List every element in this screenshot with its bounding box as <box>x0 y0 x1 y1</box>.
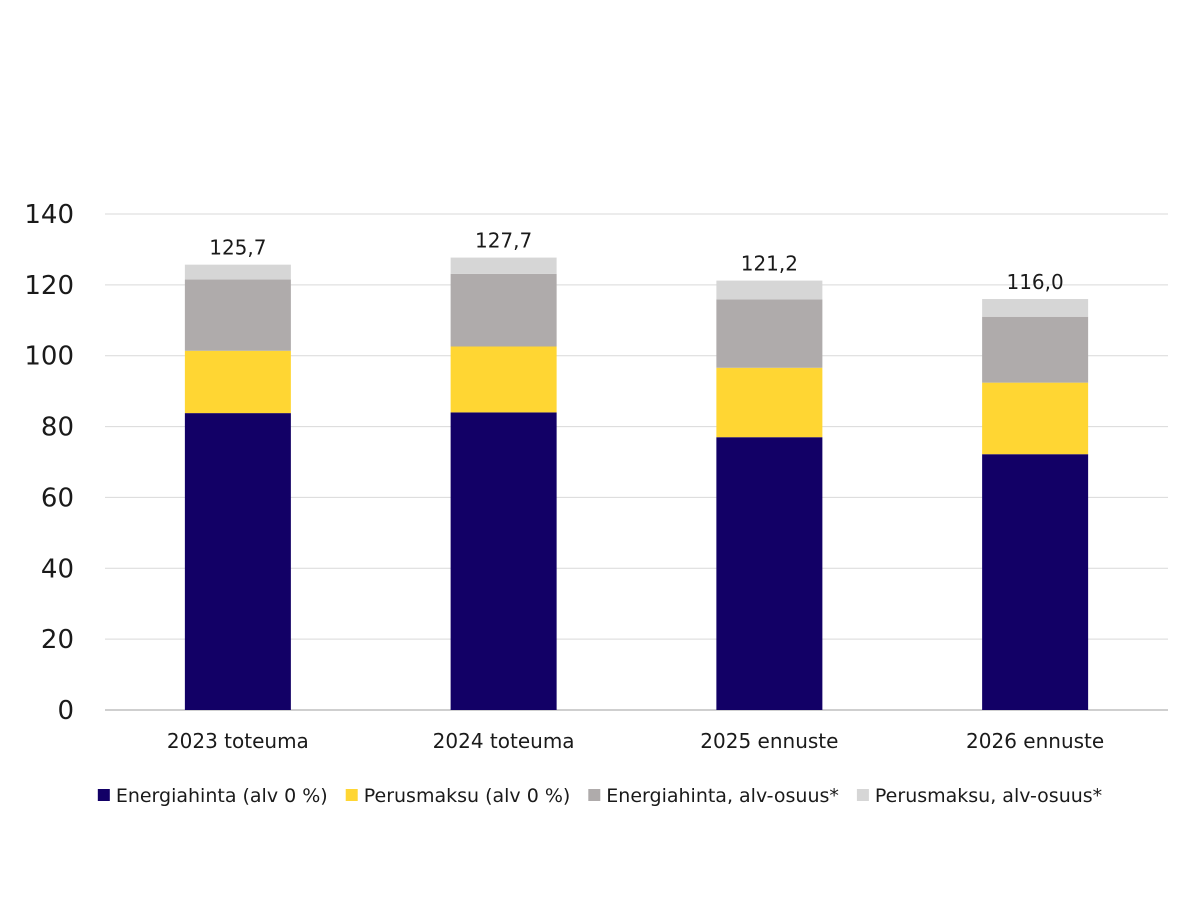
legend: Energiahinta (alv 0 %) Perusmaksu (alv 0 … <box>97 785 1102 807</box>
y-tick-label: 20 <box>41 625 74 655</box>
bar-segment <box>184 279 291 351</box>
bar-segment <box>450 273 557 347</box>
legend-marker <box>97 789 110 801</box>
bar-segment <box>716 299 823 368</box>
legend-marker <box>345 789 358 801</box>
x-tick-label: 2023 toteuma <box>167 729 309 753</box>
legend-label: Energiahinta (alv 0 %) <box>116 785 328 807</box>
bar-segment <box>716 437 823 710</box>
axes: 0 20 40 60 80 100 120 140 2023 toteuma 2024 toteu… <box>24 200 1104 753</box>
bar-segment <box>982 382 1089 455</box>
bar-segment <box>450 257 557 274</box>
legend-item: Perusmaksu, alv-osuus* <box>856 785 1102 807</box>
bars <box>184 257 1089 710</box>
data-labels: 125,7 127,7 121,2 116,0 <box>209 229 1064 294</box>
bar-segment <box>716 280 823 300</box>
x-tick-label: 2024 toteuma <box>433 729 575 753</box>
x-tick-label: 2026 ennuste <box>966 729 1104 753</box>
legend-label: Perusmaksu (alv 0 %) <box>364 785 571 807</box>
bar-segment <box>982 316 1089 383</box>
y-tick-label: 100 <box>24 342 74 372</box>
bar-segment <box>450 346 557 413</box>
total-data-label: 121,2 <box>741 252 798 276</box>
bar-segment <box>184 413 291 710</box>
total-data-label: 125,7 <box>209 236 266 260</box>
y-tick-label: 60 <box>41 483 74 513</box>
legend-marker <box>588 789 601 801</box>
legend-item: Perusmaksu (alv 0 %) <box>345 785 571 807</box>
bar-segment <box>184 350 291 414</box>
bar-segment <box>450 412 557 710</box>
bar-segment <box>184 264 291 280</box>
legend-label: Perusmaksu, alv-osuus* <box>875 785 1102 807</box>
bar-segment <box>982 454 1089 710</box>
legend-marker <box>856 789 869 801</box>
total-data-label: 116,0 <box>1006 270 1063 294</box>
y-tick-label: 40 <box>41 554 74 584</box>
y-tick-label: 120 <box>24 271 74 301</box>
y-tick-label: 140 <box>24 200 74 230</box>
legend-item: Energiahinta (alv 0 %) <box>97 785 328 807</box>
bar-segment <box>716 367 823 438</box>
x-tick-label: 2025 ennuste <box>700 729 838 753</box>
bar-segment <box>982 299 1089 317</box>
legend-label: Energiahinta, alv-osuus* <box>606 785 839 807</box>
total-data-label: 127,7 <box>475 229 532 253</box>
y-tick-label: 80 <box>41 413 74 443</box>
y-tick-label: 0 <box>57 696 74 726</box>
legend-item: Energiahinta, alv-osuus* <box>588 785 839 807</box>
